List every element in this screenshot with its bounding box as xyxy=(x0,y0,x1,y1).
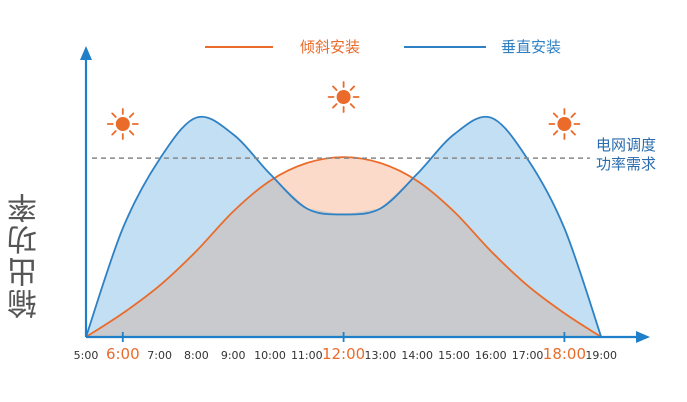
x-ticks: 5:00 6:00 7:00 8:00 9:00 10:00 11:00 12:00 13:00… xyxy=(74,332,617,363)
x-tick-label: 12:00 xyxy=(322,345,365,363)
sun-icons xyxy=(106,81,581,140)
reference-label-line2: 功率需求 xyxy=(596,155,657,173)
x-tick-label: 5:00 xyxy=(74,349,99,362)
axes xyxy=(80,46,650,343)
y-axis-arrow xyxy=(80,46,92,60)
reference-label-line1: 电网调度 xyxy=(596,136,657,154)
x-tick-label: 19:00 xyxy=(585,349,617,362)
y-axis-label: 输出功率 xyxy=(8,191,43,319)
legend: 倾斜安装 垂直安装 xyxy=(205,38,561,56)
x-tick-label: 8:00 xyxy=(184,349,209,362)
x-tick-label: 16:00 xyxy=(475,349,507,362)
sun-icon xyxy=(548,108,581,140)
series-line-1 xyxy=(85,115,603,338)
x-tick-label: 14:00 xyxy=(401,349,433,362)
reference-label: 电网调度 功率需求 xyxy=(596,136,686,174)
overlap-area xyxy=(86,178,602,337)
x-axis-arrow xyxy=(636,331,650,343)
plot-area xyxy=(85,115,603,338)
x-tick-label: 11:00 xyxy=(291,349,323,362)
x-tick-label: 17:00 xyxy=(512,349,544,362)
x-tick-label: 10:00 xyxy=(254,349,286,362)
x-tick-label: 6:00 xyxy=(106,345,140,363)
legend-label-vertical: 垂直安装 xyxy=(501,38,561,56)
sun-icon xyxy=(327,81,360,113)
sun-icon xyxy=(106,108,139,140)
x-tick-label: 15:00 xyxy=(438,349,470,362)
x-tick-label: 9:00 xyxy=(221,349,246,362)
x-tick-label: 13:00 xyxy=(365,349,397,362)
legend-label-tilted: 倾斜安装 xyxy=(300,38,360,56)
series-line-0 xyxy=(85,156,602,338)
x-tick-label: 18:00 xyxy=(543,345,586,363)
x-tick-label: 7:00 xyxy=(147,349,172,362)
